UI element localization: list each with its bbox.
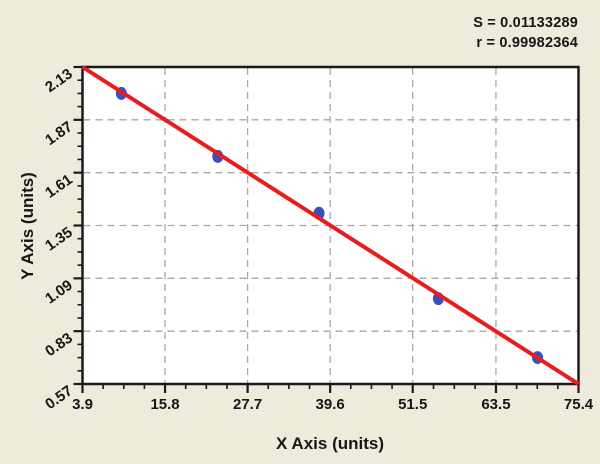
x-tick-label: 3.9 (72, 396, 93, 413)
y-tick-label: 0.83 (42, 330, 76, 361)
x-tick-label: 27.7 (233, 396, 262, 413)
x-tick-label: 51.5 (398, 396, 427, 413)
x-tick-label: 39.6 (316, 396, 345, 413)
y-tick-label: 1.09 (42, 277, 76, 308)
stat-s-value: S = 0.01133289 (473, 15, 578, 31)
y-tick-label: 0.57 (42, 382, 76, 413)
regression-line (81, 65, 580, 386)
plot-border (81, 65, 580, 386)
fit-statistics: S = 0.01133289 r = 0.99982364 (473, 13, 578, 53)
x-tick-label: 15.8 (150, 396, 179, 413)
y-tick-label: 1.61 (42, 171, 76, 202)
stat-r-value: r = 0.99982364 (476, 35, 578, 51)
x-axis-title: X Axis (units) (276, 434, 384, 453)
y-tick-label: 1.35 (42, 224, 76, 255)
y-tick-label: 1.87 (42, 118, 76, 149)
x-tick-label: 63.5 (481, 396, 510, 413)
y-tick-label: 2.13 (42, 65, 76, 96)
x-tick-label: 75.4 (564, 396, 594, 413)
